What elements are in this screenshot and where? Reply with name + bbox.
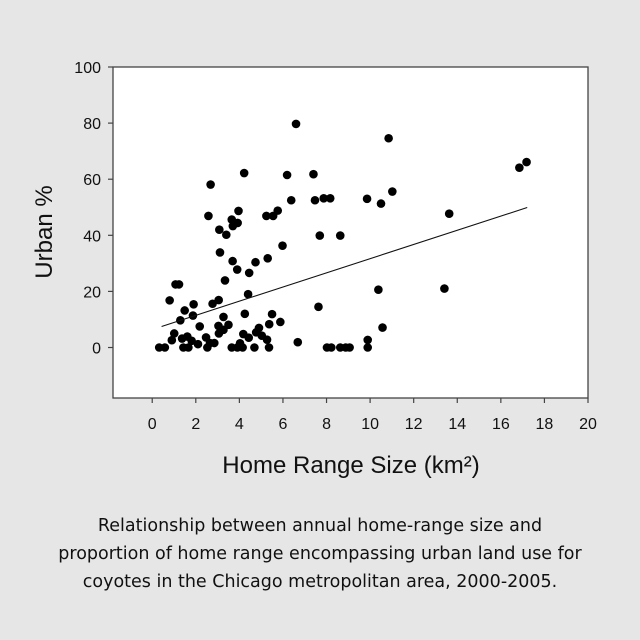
data-point bbox=[263, 254, 273, 263]
data-point bbox=[239, 168, 249, 178]
data-point bbox=[215, 248, 225, 257]
data-point bbox=[244, 268, 254, 278]
x-tick-label: 6 bbox=[279, 416, 288, 433]
data-point bbox=[384, 133, 393, 143]
caption-line: proportion of home range encompassing ur… bbox=[58, 544, 582, 564]
x-tick-label: 4 bbox=[235, 416, 244, 433]
y-tick-label: 20 bbox=[83, 284, 101, 301]
x-tick-label: 12 bbox=[405, 416, 423, 433]
data-point bbox=[363, 343, 373, 352]
data-point bbox=[440, 284, 449, 293]
figure-caption: Relationship between annual home-range s… bbox=[0, 512, 640, 596]
x-tick-label: 20 bbox=[579, 416, 597, 433]
data-point bbox=[189, 300, 198, 309]
data-point bbox=[204, 211, 213, 221]
data-point bbox=[522, 157, 531, 167]
data-point bbox=[240, 309, 250, 319]
data-point bbox=[327, 343, 336, 352]
x-tick-label: 16 bbox=[492, 416, 510, 433]
data-point bbox=[160, 343, 170, 352]
data-point bbox=[388, 187, 397, 196]
data-point bbox=[222, 230, 231, 240]
data-point bbox=[167, 335, 177, 345]
data-point bbox=[362, 194, 372, 204]
data-point bbox=[325, 193, 335, 203]
data-point bbox=[314, 302, 323, 312]
x-tick-label: 2 bbox=[191, 416, 200, 433]
data-point bbox=[273, 206, 283, 215]
data-point bbox=[309, 169, 318, 179]
caption-line: Relationship between annual home-range s… bbox=[97, 516, 543, 536]
x-tick-label: 0 bbox=[148, 416, 157, 433]
data-point bbox=[195, 322, 205, 331]
y-tick-label: 0 bbox=[92, 341, 101, 358]
y-tick-label: 100 bbox=[74, 60, 101, 77]
y-axis-label: Urban % bbox=[31, 185, 58, 278]
data-point bbox=[345, 343, 354, 352]
y-tick-label: 80 bbox=[83, 116, 101, 133]
data-point bbox=[293, 337, 303, 347]
caption-line: coyotes in the Chicago metropolitan area… bbox=[82, 572, 558, 592]
data-point bbox=[515, 163, 524, 173]
data-point bbox=[319, 193, 328, 203]
data-point bbox=[238, 343, 247, 352]
data-point bbox=[220, 276, 230, 285]
data-point bbox=[208, 299, 217, 309]
data-point bbox=[169, 329, 179, 338]
data-point bbox=[278, 241, 287, 250]
data-point bbox=[286, 195, 296, 205]
data-point bbox=[210, 338, 219, 348]
data-point bbox=[310, 195, 320, 205]
data-point bbox=[243, 289, 253, 299]
data-point bbox=[184, 343, 193, 352]
data-point bbox=[262, 335, 272, 344]
y-tick-label: 40 bbox=[83, 228, 101, 245]
data-point bbox=[165, 296, 174, 305]
data-point bbox=[174, 280, 184, 289]
data-point bbox=[374, 285, 383, 295]
data-point bbox=[214, 329, 224, 338]
x-tick-label: 18 bbox=[536, 416, 554, 433]
data-point bbox=[215, 225, 224, 234]
data-point bbox=[444, 209, 454, 219]
scatter-chart: 0 2 4 6 8 10 12 14 16 18 20 0 20 40 60 80 100 Urban % Ho… bbox=[31, 60, 597, 479]
data-point bbox=[291, 119, 301, 129]
y-tick-label: 60 bbox=[83, 172, 101, 189]
data-point bbox=[244, 333, 254, 342]
data-point bbox=[180, 306, 189, 315]
data-point bbox=[363, 335, 373, 345]
data-point bbox=[188, 311, 198, 320]
data-point bbox=[282, 170, 292, 180]
data-point bbox=[232, 265, 242, 274]
data-point bbox=[228, 256, 237, 266]
data-point bbox=[262, 211, 271, 221]
x-tick-label: 14 bbox=[448, 416, 466, 433]
x-axis-label: Home Range Size (km²) bbox=[222, 452, 479, 479]
data-point bbox=[177, 334, 187, 343]
data-point bbox=[378, 323, 387, 332]
x-tick-label: 8 bbox=[322, 416, 331, 433]
data-point bbox=[264, 319, 274, 329]
data-point bbox=[251, 257, 260, 267]
data-point bbox=[315, 231, 325, 240]
data-point bbox=[276, 317, 285, 327]
data-point bbox=[335, 231, 345, 240]
trend-line bbox=[161, 207, 528, 327]
data-point bbox=[193, 339, 203, 349]
data-point bbox=[267, 309, 277, 319]
data-point bbox=[206, 180, 215, 189]
data-point bbox=[187, 336, 196, 346]
data-point bbox=[234, 206, 243, 216]
data-point bbox=[219, 312, 228, 322]
data-point bbox=[264, 343, 274, 352]
data-point bbox=[250, 343, 259, 352]
data-point bbox=[203, 343, 212, 352]
data-point bbox=[376, 199, 386, 208]
data-point bbox=[228, 221, 238, 231]
x-tick-label: 10 bbox=[361, 416, 379, 433]
